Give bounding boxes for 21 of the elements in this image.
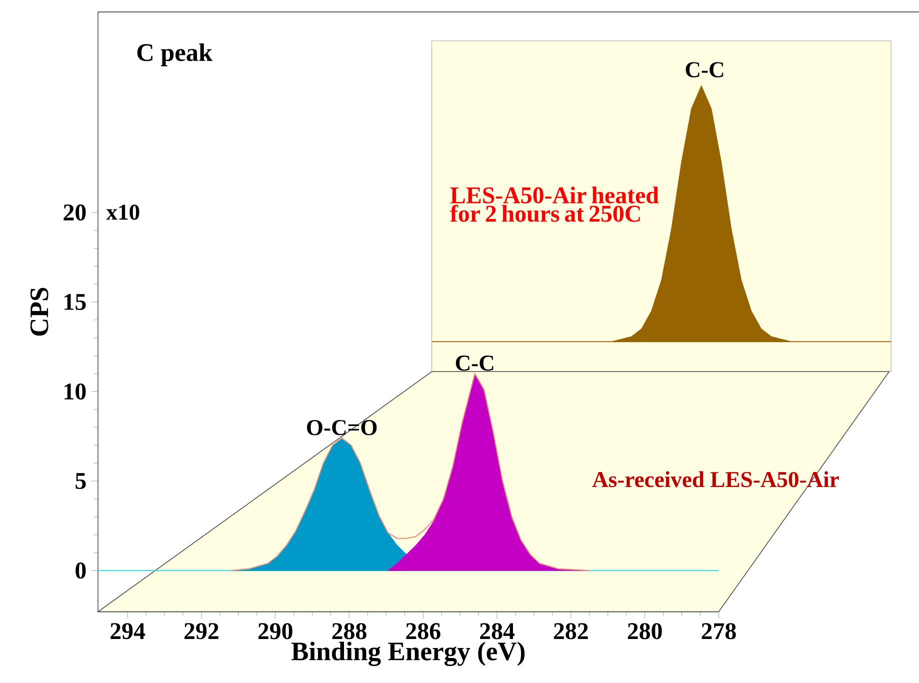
x-tick-label: 278 [702, 623, 736, 640]
annotation: x10 [106, 204, 140, 220]
y-tick-label: 0 [76, 562, 86, 579]
x-tick-label: 294 [110, 623, 146, 640]
x-tick-label: 290 [258, 623, 292, 640]
x-tick-label: 282 [554, 623, 588, 640]
x-tick-label: 284 [480, 623, 515, 640]
x-tick-label: 292 [184, 623, 218, 640]
annotation: LES-A50-Air heated for 2 hours at 250C [450, 186, 659, 222]
y-tick-label: 20 [64, 204, 86, 221]
y-tick-label: 10 [64, 384, 86, 400]
x-tick-label: 286 [406, 623, 440, 640]
x-axis-title: Binding Energy (eV) [291, 642, 525, 666]
annotation: C-C [686, 62, 724, 78]
x-tick-label: 288 [332, 623, 366, 640]
y-tick-label: 15 [64, 294, 86, 310]
y-axis-title: CPS [30, 288, 48, 336]
text: C peak [137, 44, 212, 66]
x-tick-label: 280 [628, 623, 662, 640]
y-tick-label: 5 [76, 473, 86, 490]
annotation: C-C [456, 356, 494, 371]
